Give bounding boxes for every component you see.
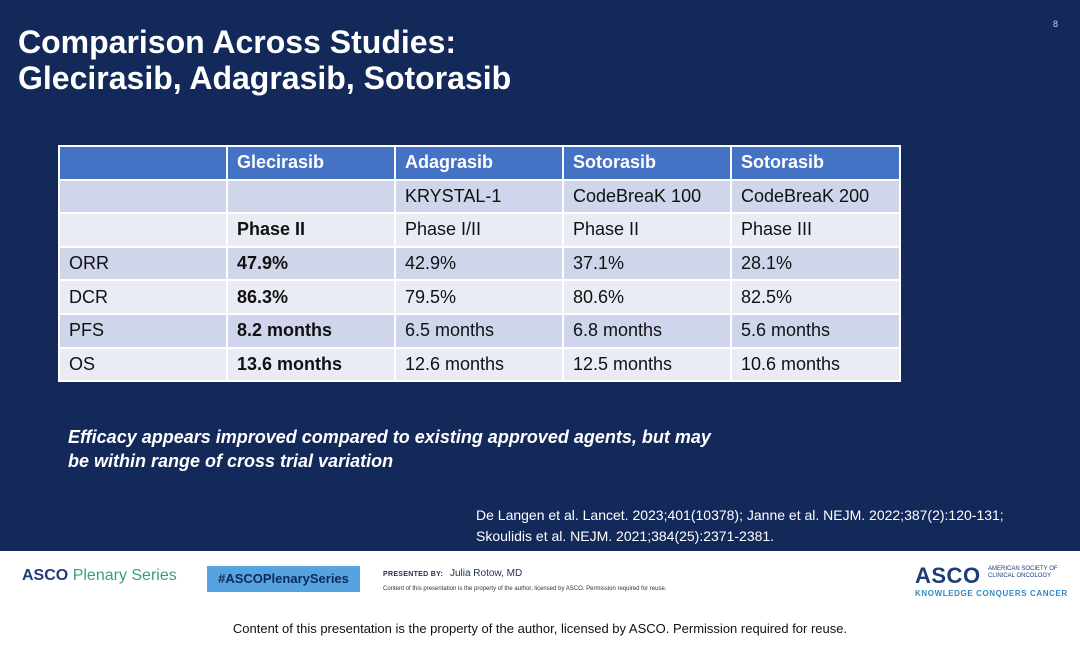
- header-cell: Adagrasib: [394, 145, 564, 181]
- table-cell: 28.1%: [730, 245, 901, 282]
- table-cell: 12.5 months: [562, 346, 732, 383]
- asco-brand: ASCO: [22, 567, 69, 584]
- asco-logo: ASCO American Society of Clinical Oncolo…: [915, 563, 1068, 598]
- table-row: PFS 8.2 months 6.5 months 6.8 months 5.6…: [58, 312, 901, 349]
- slide: 8 Comparison Across Studies: Glecirasib,…: [0, 0, 1080, 551]
- footer-small-notice: Content of this presentation is the prop…: [383, 586, 667, 592]
- table-cell: [58, 178, 228, 215]
- table-cell: 13.6 months: [226, 346, 396, 383]
- efficacy-note: Efficacy appears improved compared to ex…: [68, 425, 711, 473]
- table-cell: 5.6 months: [730, 312, 901, 349]
- table-cell: CodeBreaK 100: [562, 178, 732, 215]
- table-cell: PFS: [58, 312, 228, 349]
- table-cell: 6.5 months: [394, 312, 564, 349]
- reference-line-1: De Langen et al. Lancet. 2023;401(10378)…: [476, 507, 1004, 523]
- table-cell: KRYSTAL-1: [394, 178, 564, 215]
- table-cell: [226, 178, 396, 215]
- table-cell: 86.3%: [226, 279, 396, 315]
- hashtag-badge: #ASCOPlenarySeries: [207, 566, 360, 592]
- table-cell: Phase II: [226, 212, 396, 248]
- asco-plenary-logo: ASCO Plenary Series: [22, 567, 177, 585]
- table-row: DCR 86.3% 79.5% 80.6% 82.5%: [58, 279, 901, 315]
- table-row: OS 13.6 months 12.6 months 12.5 months 1…: [58, 346, 901, 383]
- header-cell: [58, 145, 228, 181]
- table-cell: 79.5%: [394, 279, 564, 315]
- comparison-table: Glecirasib Adagrasib Sotorasib Sotorasib…: [58, 145, 901, 383]
- table-cell: 82.5%: [730, 279, 901, 315]
- table-cell: 42.9%: [394, 245, 564, 282]
- table-cell: Phase I/II: [394, 212, 564, 248]
- table-row: Phase II Phase I/II Phase II Phase III: [58, 212, 901, 248]
- table-cell: 80.6%: [562, 279, 732, 315]
- table-cell: [58, 212, 228, 248]
- table-cell: 6.8 months: [562, 312, 732, 349]
- footer-bar: [0, 551, 1080, 606]
- table-cell: ORR: [58, 245, 228, 282]
- presenter-name: Julia Rotow, MD: [449, 568, 523, 579]
- bottom-notice: Content of this presentation is the prop…: [232, 621, 848, 636]
- table-cell: 37.1%: [562, 245, 732, 282]
- table-row: ORR 47.9% 42.9% 37.1% 28.1%: [58, 245, 901, 282]
- note-line-1: Efficacy appears improved compared to ex…: [68, 427, 711, 447]
- slide-number: 8: [1052, 19, 1058, 29]
- table-cell: Phase III: [730, 212, 901, 248]
- society-name: American Society of Clinical Oncology: [988, 566, 1058, 579]
- table-cell: 12.6 months: [394, 346, 564, 383]
- presented-by-label: PRESENTED BY:: [383, 571, 444, 578]
- table-cell: 10.6 months: [730, 346, 901, 383]
- slide-title: Comparison Across Studies: Glecirasib, A…: [18, 24, 511, 96]
- table-cell: 8.2 months: [226, 312, 396, 349]
- title-line-1: Comparison Across Studies:: [18, 24, 457, 60]
- table-cell: CodeBreaK 200: [730, 178, 901, 215]
- table-cell: 47.9%: [226, 245, 396, 282]
- title-line-2: Glecirasib, Adagrasib, Sotorasib: [18, 60, 512, 96]
- reference-line-2: Skoulidis et al. NEJM. 2021;384(25):2371…: [476, 528, 775, 544]
- table-cell: Phase II: [562, 212, 732, 248]
- header-cell: Glecirasib: [226, 145, 396, 181]
- table-row: KRYSTAL-1 CodeBreaK 100 CodeBreaK 200: [58, 178, 901, 215]
- tagline: KNOWLEDGE CONQUERS CANCER: [915, 589, 1068, 598]
- header-cell: Sotorasib: [730, 145, 901, 181]
- plenary-series-label: Plenary Series: [72, 567, 177, 584]
- table-cell: OS: [58, 346, 228, 383]
- note-line-2: be within range of cross trial variation: [68, 451, 394, 471]
- table-header-row: Glecirasib Adagrasib Sotorasib Sotorasib: [58, 145, 901, 181]
- presenter-info: PRESENTED BY: Julia Rotow, MD: [383, 568, 522, 579]
- table-cell: DCR: [58, 279, 228, 315]
- asco-logo-text: ASCO: [915, 563, 981, 588]
- references: De Langen et al. Lancet. 2023;401(10378)…: [476, 505, 1004, 547]
- header-cell: Sotorasib: [562, 145, 732, 181]
